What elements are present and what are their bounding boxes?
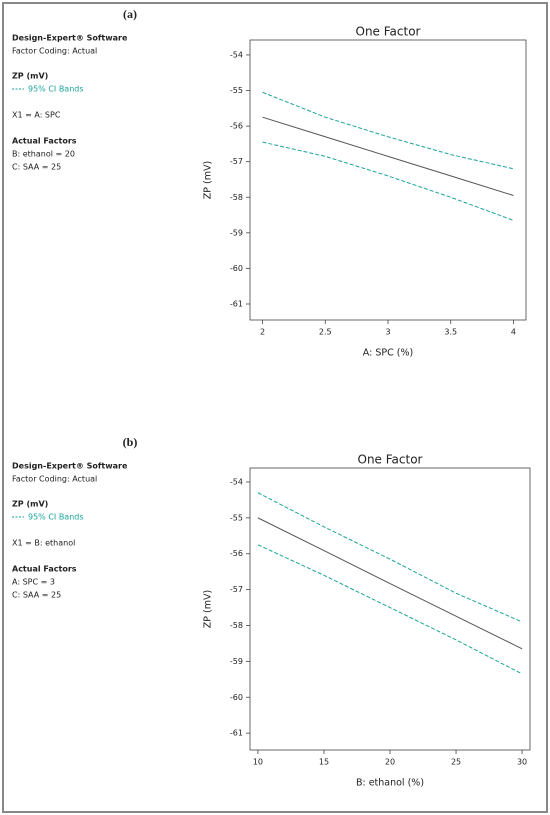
x-tick-label: 15 (319, 758, 329, 767)
y-tick-label: -61 (230, 299, 243, 308)
y-tick-label: -57 (230, 585, 243, 594)
info-actual: C: SAA = 25 (12, 591, 61, 600)
info-response: ZP (mV) (12, 500, 48, 509)
x-tick-label: 25 (451, 758, 461, 767)
info-actual: C: SAA = 25 (12, 163, 61, 172)
info-response: ZP (mV) (12, 72, 48, 81)
y-tick-label: -56 (230, 122, 243, 131)
y-tick-label: -55 (230, 513, 243, 522)
x-tick-label: 20 (385, 758, 395, 767)
info-software: Design-Expert® Software (12, 34, 128, 43)
y-tick-label: -55 (230, 86, 243, 95)
y-tick-label: -58 (230, 193, 243, 202)
panel-label: (a) (123, 7, 137, 21)
info-actual-heading: Actual Factors (12, 565, 77, 574)
x-tick-label: 30 (517, 758, 527, 767)
y-tick-label: -59 (230, 657, 243, 666)
ci-lower (257, 544, 523, 675)
info-actual: B: ethanol = 20 (12, 150, 75, 159)
y-tick-label: -56 (230, 549, 243, 558)
info-coding: Factor Coding: Actual (12, 475, 97, 484)
y-tick-label: -57 (230, 157, 243, 166)
legend-label: 95% CI Bands (28, 513, 84, 522)
info-actual-heading: Actual Factors (12, 137, 77, 146)
y-tick-label: -54 (230, 477, 243, 486)
x-tick-label: 2 (260, 328, 265, 337)
y-tick-label: -61 (230, 729, 243, 738)
info-actual: A: SPC = 3 (12, 578, 55, 587)
prediction-line (262, 116, 514, 196)
ci-lower (262, 141, 514, 221)
x-axis-label: A: SPC (%) (363, 348, 413, 359)
x-tick-label: 3 (385, 328, 390, 337)
y-tick-label: -60 (230, 264, 243, 273)
x-tick-label: 3.5 (444, 328, 457, 337)
x-tick-label: 4 (511, 328, 516, 337)
chart-title: One Factor (356, 25, 421, 39)
info-software: Design-Expert® Software (12, 462, 128, 471)
chart-title: One Factor (358, 453, 423, 467)
prediction-line (257, 517, 523, 650)
info-coding: Factor Coding: Actual (12, 47, 97, 56)
plot-frame (249, 39, 527, 321)
y-axis-label: ZP (mV) (203, 590, 214, 628)
ci-upper (262, 91, 514, 170)
info-factor: X1 = B: ethanol (12, 539, 75, 548)
x-tick-label: 10 (253, 758, 263, 767)
x-axis-label: B: ethanol (%) (356, 778, 424, 789)
y-tick-label: -54 (230, 50, 243, 59)
legend-label: 95% CI Bands (28, 85, 84, 94)
ci-upper (257, 492, 523, 623)
y-tick-label: -60 (230, 693, 243, 702)
y-tick-label: -58 (230, 621, 243, 630)
y-axis-label: ZP (mV) (203, 161, 214, 199)
info-factor: X1 = A: SPC (12, 111, 61, 120)
y-tick-label: -59 (230, 228, 243, 237)
panel-label: (b) (123, 435, 138, 449)
x-tick-label: 2.5 (319, 328, 332, 337)
